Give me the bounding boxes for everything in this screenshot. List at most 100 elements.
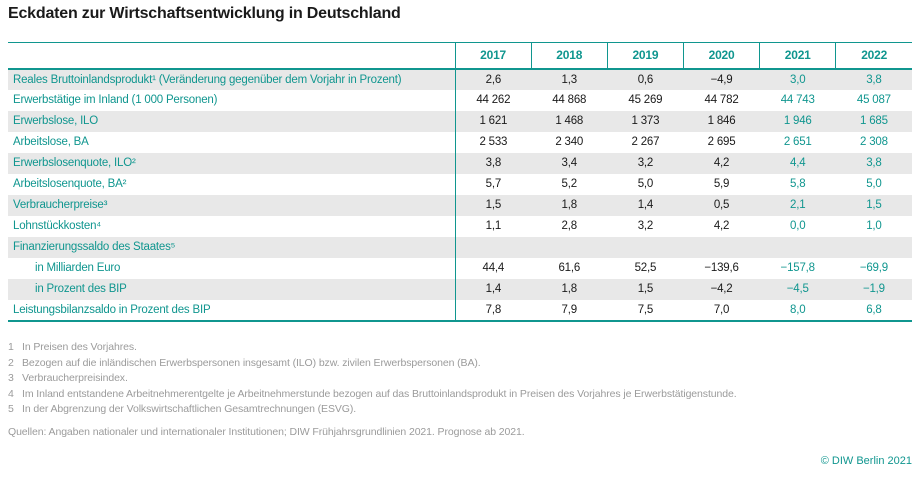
cell-value: 44 782	[704, 94, 739, 106]
table-row: Erwerbslose, ILO 1 621 1 468 1 373 1 846 1 94…	[8, 110, 912, 132]
cell-value: 2 651	[783, 136, 812, 148]
cell-value: −4,2	[683, 278, 760, 300]
row-label: Finanzierungssaldo des Staates⁵	[8, 236, 455, 258]
table-row: Arbeitslose, BA 2 533 2 340 2 267 2 695 2 651…	[8, 131, 912, 153]
cell-value: 45 269	[628, 94, 663, 106]
table-row: in Milliarden Euro 44,4 61,6 52,5 −139,6 −157…	[8, 257, 912, 279]
cell-value: 1,8	[531, 194, 608, 216]
cell-value: 1,5	[835, 194, 912, 216]
cell-value: 3,8	[454, 152, 532, 174]
cell-value: 5,9	[713, 178, 730, 190]
footnote-line: 4 Im Inland entstandene Arbeitnehmerentge…	[8, 387, 912, 403]
year-header: 2018	[530, 42, 608, 70]
cell-value: 44 262	[454, 89, 532, 111]
cell-value: 2,6	[454, 68, 532, 90]
economic-data-table: 2017 2018 2019 2020 2021 2022 Reales Bruttoin…	[8, 42, 912, 322]
table-row: Reales Bruttoinlandsprodukt¹ (Veränderun…	[8, 68, 912, 90]
cell-value: 2 308	[860, 136, 888, 148]
cell-value: 7,5	[607, 299, 684, 322]
cell-value: 2 267	[631, 136, 660, 148]
cell-value: 4,2	[713, 220, 730, 232]
cell-value: 1 621	[454, 110, 532, 132]
cell-value: 7,0	[683, 299, 760, 322]
cell-value: 4,4	[759, 152, 836, 174]
cell-value: 5,2	[561, 178, 578, 190]
row-label: Reales Bruttoinlandsprodukt¹ (Veränderun…	[8, 68, 455, 90]
cell-value: 1 468	[531, 110, 608, 132]
cell-value: 1 946	[759, 110, 836, 132]
cell-value: 6,8	[835, 299, 912, 322]
cell-value: 3,0	[759, 68, 836, 90]
cell-value: 5,8	[790, 178, 806, 190]
row-label: Erwerbslosenquote, ILO²	[8, 152, 455, 174]
cell-value: 1,1	[454, 215, 532, 237]
cell-value	[759, 236, 836, 258]
cell-value: 61,6	[558, 262, 581, 274]
table-row: Arbeitslosenquote, BA² 5,7 5,2 5,0 5,9 5,8 5,0	[8, 173, 912, 195]
cell-value: 44,4	[454, 257, 532, 279]
row-label: Erwerbslose, ILO	[8, 110, 455, 132]
row-label: in Milliarden Euro	[35, 262, 121, 274]
table-row: Erwerbstätige im Inland (1 000 Personen)…	[8, 89, 912, 111]
cell-value: −157,8	[780, 262, 815, 274]
cell-value: 52,5	[634, 262, 657, 274]
footnote-number: 4	[8, 387, 14, 400]
cell-value: 44 868	[552, 94, 587, 106]
footnote-line: 1 In Preisen des Vorjahres.	[8, 340, 912, 356]
cell-value: 7,9	[531, 299, 608, 322]
row-label: Lohnstückkosten⁴	[13, 220, 102, 232]
cell-value: 2,1	[759, 194, 836, 216]
footnote-number: 5	[8, 403, 14, 415]
cell-value: 5,7	[454, 173, 532, 195]
row-label: Arbeitslose, BA	[13, 136, 89, 148]
table-row: Finanzierungssaldo des Staates⁵	[8, 236, 912, 258]
cell-value: 3,2	[637, 220, 654, 232]
footnote-text: Im Inland entstandene Arbeitnehmerentgel…	[22, 387, 737, 400]
footnote-text: In der Abgrenzung der Volkswirtschaftlic…	[22, 403, 357, 415]
table-row: Lohnstückkosten⁴ 1,1 2,8 3,2 4,2 0,0 1,0	[8, 215, 912, 237]
cell-value: −139,6	[704, 262, 739, 274]
copyright-note: © DIW Berlin 2021	[820, 455, 912, 467]
cell-value: −4,9	[683, 68, 760, 90]
cell-value: 1,8	[531, 278, 608, 300]
table-body: Reales Bruttoinlandsprodukt¹ (Veränderun…	[8, 68, 912, 322]
footnote-number: 3	[8, 372, 14, 384]
cell-value	[835, 236, 912, 258]
cell-value: 3,4	[531, 152, 608, 174]
year-header: 2020	[682, 42, 760, 70]
cell-value: −69,9	[859, 262, 888, 274]
table-row: Leistungsbilanzsaldo in Prozent des BIP 7…	[8, 299, 912, 322]
cell-value: 3,8	[835, 68, 912, 90]
year-header: 2019	[606, 42, 684, 70]
cell-value: 0,5	[683, 194, 760, 216]
footnote-number: 2	[8, 356, 14, 369]
cell-value	[531, 236, 608, 258]
cell-value: 2 533	[454, 131, 532, 153]
footnote-text: Verbraucherpreisindex.	[22, 372, 128, 384]
year-header: 2021	[759, 42, 836, 70]
cell-value: 1 846	[683, 110, 760, 132]
row-label: Arbeitslosenquote, BA²	[13, 178, 127, 190]
footnote-text: In Preisen des Vorjahres.	[22, 341, 137, 353]
footnote-text: Bezogen auf die inländischen Erwerbspers…	[22, 356, 481, 369]
cell-value: 2,8	[561, 220, 578, 232]
row-label: Erwerbstätige im Inland (1 000 Personen)	[13, 94, 218, 106]
cell-value: 5,0	[637, 178, 654, 190]
cell-value: 1,4	[607, 194, 684, 216]
cell-value: 3,2	[607, 152, 684, 174]
sources-line: Quellen: Angaben nationaler und internat…	[8, 426, 525, 438]
cell-value: 2 340	[555, 136, 584, 148]
row-label: in Prozent des BIP	[8, 278, 455, 300]
cell-value: 1,3	[531, 68, 608, 90]
row-label: Leistungsbilanzsaldo in Prozent des BIP	[8, 299, 455, 322]
cell-value: 7,8	[454, 299, 532, 322]
cell-value: 1,4	[454, 278, 532, 300]
year-header: 2022	[835, 42, 912, 70]
table-row: Erwerbslosenquote, ILO² 3,8 3,4 3,2 4,2 4,4 3,…	[8, 152, 912, 174]
cell-value: 2 695	[707, 136, 736, 148]
cell-value: 1 685	[835, 110, 912, 132]
cell-value: 0,0	[790, 220, 806, 232]
cell-value: 1 373	[607, 110, 684, 132]
footnote-line: 5 In der Abgrenzung der Volkswirtschaftli…	[8, 402, 912, 418]
footnote-number: 1	[8, 341, 14, 353]
